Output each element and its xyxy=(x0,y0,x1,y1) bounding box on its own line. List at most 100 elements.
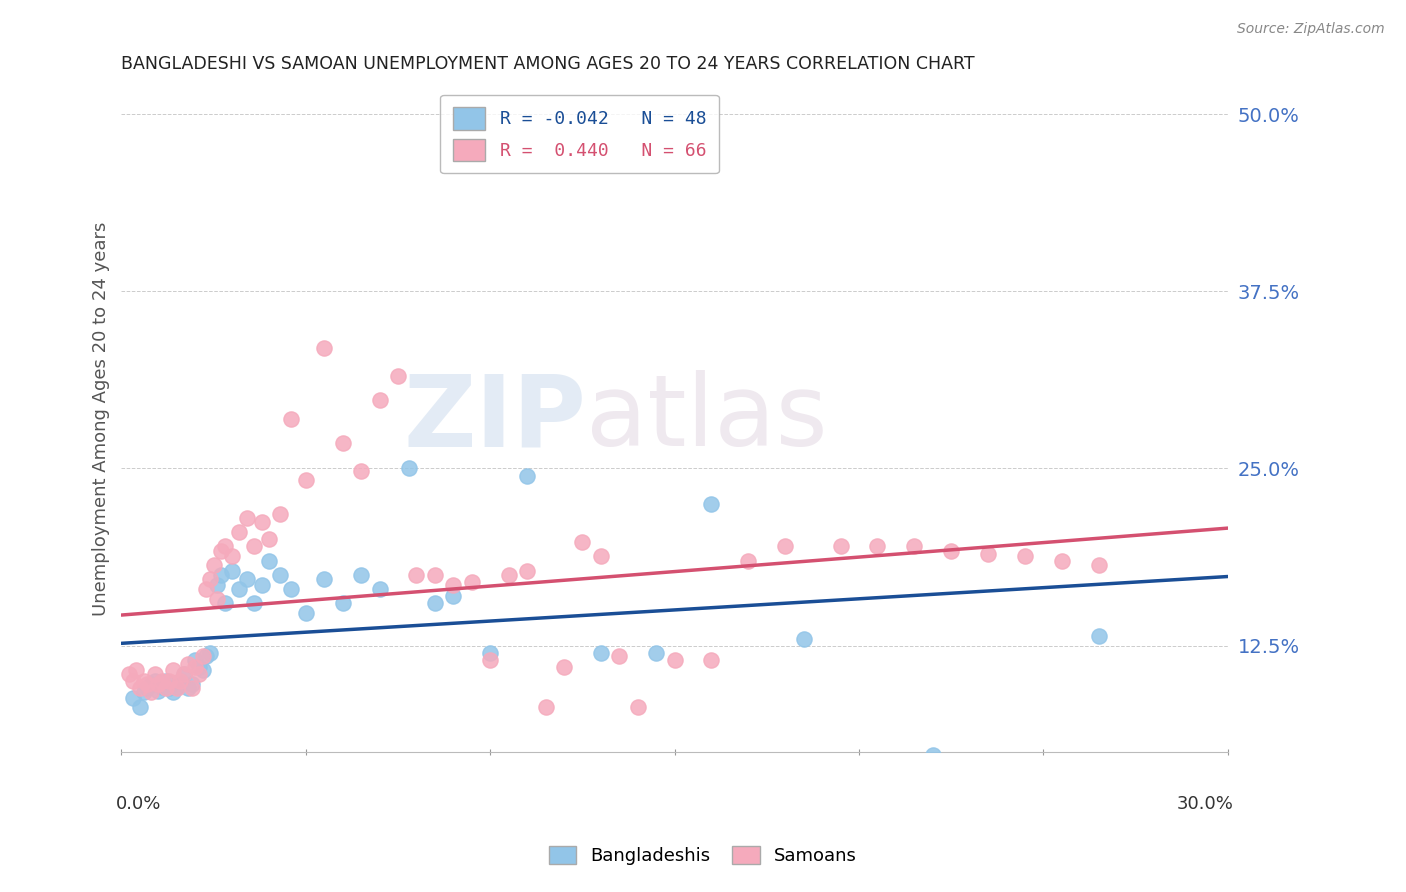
Point xyxy=(257,553,280,567)
Point xyxy=(209,543,232,558)
Point xyxy=(236,572,259,586)
Point xyxy=(148,677,170,691)
Point xyxy=(214,540,236,554)
Point xyxy=(195,648,218,663)
Text: atlas: atlas xyxy=(586,370,828,467)
Point xyxy=(645,646,668,660)
Point xyxy=(132,674,155,689)
Point xyxy=(121,691,143,706)
Point xyxy=(257,533,280,547)
Point xyxy=(405,567,427,582)
Text: 30.0%: 30.0% xyxy=(1177,795,1233,814)
Point xyxy=(350,464,373,478)
Point xyxy=(180,677,202,691)
Point xyxy=(157,674,180,689)
Point xyxy=(169,674,191,689)
Point xyxy=(793,632,815,646)
Point xyxy=(139,685,162,699)
Point xyxy=(148,684,170,698)
Point xyxy=(830,540,852,554)
Point xyxy=(700,497,723,511)
Text: 0.0%: 0.0% xyxy=(115,795,162,814)
Point xyxy=(236,511,259,525)
Point xyxy=(479,646,502,660)
Point xyxy=(387,369,409,384)
Text: Source: ZipAtlas.com: Source: ZipAtlas.com xyxy=(1237,22,1385,37)
Point xyxy=(737,553,759,567)
Point xyxy=(150,674,173,689)
Point xyxy=(571,535,593,549)
Point xyxy=(314,572,336,586)
Point xyxy=(184,660,207,674)
Y-axis label: Unemployment Among Ages 20 to 24 years: Unemployment Among Ages 20 to 24 years xyxy=(93,222,110,616)
Point xyxy=(866,540,889,554)
Point xyxy=(553,660,575,674)
Point xyxy=(136,681,159,695)
Point xyxy=(423,596,446,610)
Point xyxy=(166,680,188,694)
Point xyxy=(498,567,520,582)
Legend: R = -0.042   N = 48, R =  0.440   N = 66: R = -0.042 N = 48, R = 0.440 N = 66 xyxy=(440,95,718,173)
Point xyxy=(198,572,221,586)
Point xyxy=(295,473,318,487)
Point xyxy=(1087,629,1109,643)
Point xyxy=(627,699,650,714)
Point xyxy=(187,667,209,681)
Point xyxy=(173,667,195,681)
Point xyxy=(1014,549,1036,564)
Point xyxy=(589,549,612,564)
Point xyxy=(221,549,243,564)
Point xyxy=(184,653,207,667)
Point xyxy=(461,574,484,589)
Point xyxy=(132,685,155,699)
Point xyxy=(166,681,188,695)
Point xyxy=(589,646,612,660)
Point xyxy=(118,667,141,681)
Point xyxy=(350,567,373,582)
Point xyxy=(516,564,538,578)
Point xyxy=(191,663,214,677)
Point xyxy=(191,648,214,663)
Point xyxy=(314,341,336,355)
Point xyxy=(1050,553,1073,567)
Point xyxy=(128,699,150,714)
Point xyxy=(250,577,273,591)
Point xyxy=(214,596,236,610)
Point xyxy=(228,582,250,596)
Point xyxy=(169,674,191,689)
Point xyxy=(155,681,177,695)
Point xyxy=(664,653,686,667)
Point xyxy=(221,564,243,578)
Point xyxy=(202,558,225,572)
Point xyxy=(332,436,354,450)
Text: BANGLADESHI VS SAMOAN UNEMPLOYMENT AMONG AGES 20 TO 24 YEARS CORRELATION CHART: BANGLADESHI VS SAMOAN UNEMPLOYMENT AMONG… xyxy=(121,55,976,73)
Point xyxy=(773,540,796,554)
Point xyxy=(332,596,354,610)
Point xyxy=(250,516,273,530)
Point xyxy=(157,681,180,695)
Point xyxy=(243,596,266,610)
Point xyxy=(180,681,202,695)
Point xyxy=(228,525,250,540)
Point xyxy=(368,393,391,408)
Point xyxy=(150,680,173,694)
Point xyxy=(143,674,166,689)
Point xyxy=(207,591,229,606)
Point xyxy=(155,674,177,689)
Point xyxy=(534,699,557,714)
Point xyxy=(903,540,925,554)
Point xyxy=(398,461,420,475)
Point xyxy=(136,677,159,691)
Point xyxy=(173,667,195,681)
Text: ZIP: ZIP xyxy=(404,370,586,467)
Point xyxy=(121,674,143,689)
Point xyxy=(280,582,302,596)
Point xyxy=(162,685,184,699)
Point xyxy=(187,660,209,674)
Point xyxy=(423,567,446,582)
Point xyxy=(479,653,502,667)
Legend: Bangladeshis, Samoans: Bangladeshis, Samoans xyxy=(540,837,866,874)
Point xyxy=(700,653,723,667)
Point xyxy=(269,567,291,582)
Point xyxy=(195,582,218,596)
